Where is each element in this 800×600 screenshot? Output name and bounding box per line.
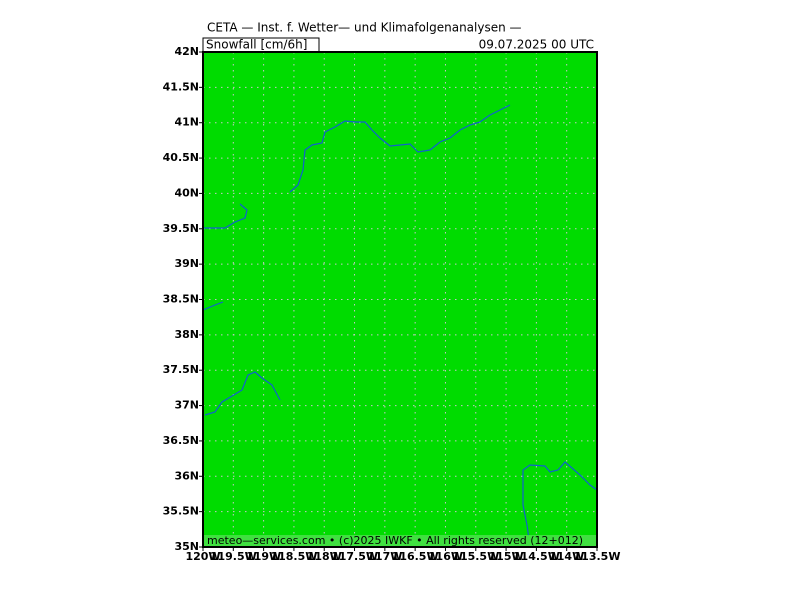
rivers: [202, 104, 598, 548]
valid-time: 09.07.2025 00 UTC: [479, 38, 594, 52]
river: [202, 301, 224, 311]
lon-tick-label: 119.5W: [210, 550, 257, 563]
lon-tick-label: 118W: [307, 550, 342, 563]
footer-band: [204, 535, 596, 547]
lon-tick-label: 117W: [367, 550, 402, 563]
lat-tick-label: 37.5N: [163, 363, 199, 376]
lon-tick-label: 114W: [549, 550, 584, 563]
lat-tick-label: 41N: [174, 116, 199, 129]
lon-tick-label: 113.5W: [574, 550, 621, 563]
river: [522, 461, 598, 548]
lat-tick-label: 38N: [174, 328, 199, 341]
lat-tick-label: 40.5N: [163, 151, 199, 164]
lat-tick-label: 39N: [174, 257, 199, 270]
lat-tick-label: 35N: [174, 540, 199, 553]
map-area: [203, 52, 597, 547]
river: [203, 203, 248, 229]
footer-credit: meteo—services.com • (c)2025 IWKF • All …: [207, 534, 583, 547]
lon-tick-label: 115W: [489, 550, 524, 563]
river: [204, 371, 281, 416]
lat-tick-label: 37N: [174, 399, 199, 412]
variable-label: Snowfall [cm/6h]: [206, 38, 307, 52]
lat-tick-label: 36.5N: [163, 434, 199, 447]
lon-tick-label: 120W: [185, 550, 220, 563]
lat-tick-label: 36N: [174, 469, 199, 482]
lon-tick-label: 116W: [428, 550, 463, 563]
lon-tick-label: 118.5W: [270, 550, 317, 563]
lat-tick-label: 35.5N: [163, 505, 199, 518]
lon-tick-label: 119W: [246, 550, 281, 563]
lat-tick-label: 42N: [174, 45, 199, 58]
lat-tick-label: 39.5N: [163, 222, 199, 235]
lon-tick-label: 117.5W: [331, 550, 378, 563]
lon-tick-label: 115.5W: [452, 550, 499, 563]
map-title: CETA — Inst. f. Wetter— und Klimafolgena…: [207, 21, 522, 35]
lon-tick-label: 114.5W: [513, 550, 560, 563]
river: [289, 104, 511, 193]
lon-tick-label: 116.5W: [392, 550, 439, 563]
lat-tick-label: 38.5N: [163, 293, 199, 306]
lat-tick-label: 41.5N: [163, 80, 199, 93]
lat-tick-label: 40N: [174, 186, 199, 199]
